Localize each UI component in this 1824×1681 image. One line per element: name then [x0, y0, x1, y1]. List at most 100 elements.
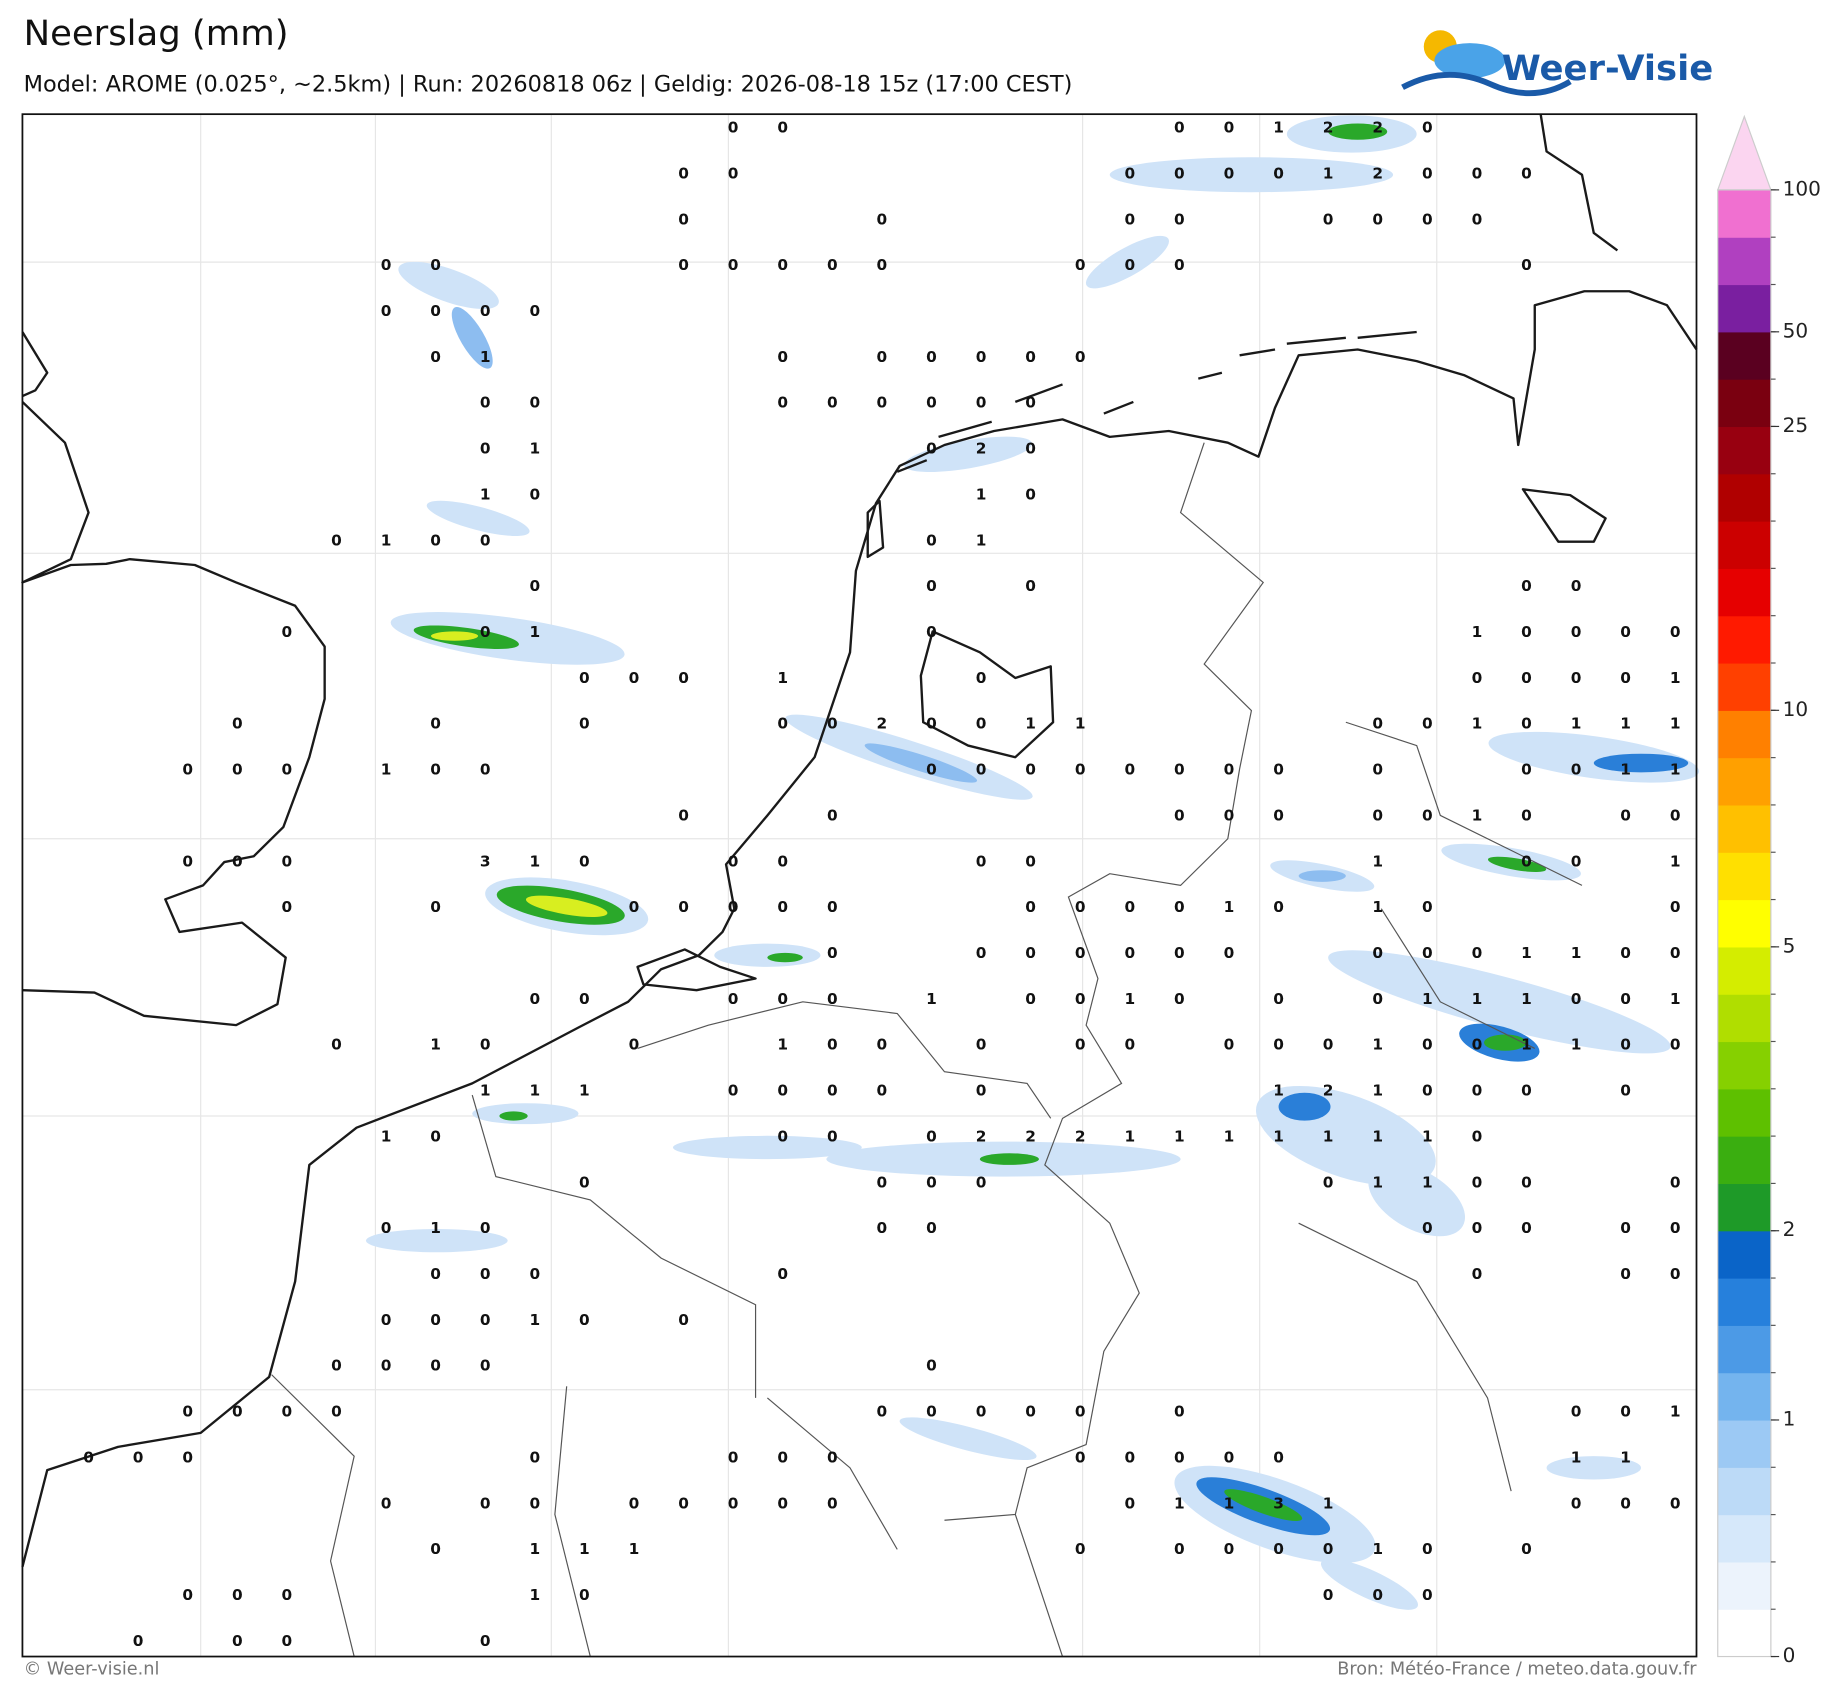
- station-value: 0: [480, 1265, 491, 1283]
- colorbar-band: [1717, 1041, 1771, 1090]
- station-value: 1: [1124, 990, 1135, 1008]
- station-value: 0: [1025, 990, 1036, 1008]
- station-value: 3: [1273, 1494, 1284, 1512]
- station-value: 0: [1323, 1540, 1334, 1558]
- station-value: 0: [1620, 1494, 1631, 1512]
- station-value: 0: [1422, 1219, 1433, 1237]
- station-value: 0: [728, 165, 739, 183]
- colorbar-band: [1717, 379, 1771, 428]
- station-value: 0: [777, 990, 788, 1008]
- station-value: 0: [1372, 990, 1383, 1008]
- station-value: 0: [926, 1357, 937, 1375]
- station-value: 0: [678, 669, 689, 687]
- station-value: 1: [1571, 1036, 1582, 1054]
- station-value: 0: [232, 715, 243, 733]
- station-value: 0: [777, 1265, 788, 1283]
- station-value: 0: [529, 1449, 540, 1467]
- station-value: 0: [1521, 807, 1532, 825]
- station-value: 0: [430, 1128, 441, 1146]
- station-value: 1: [1224, 1128, 1235, 1146]
- station-value: 1: [1670, 669, 1681, 687]
- station-value: 0: [1472, 1082, 1483, 1100]
- station-value: 0: [728, 990, 739, 1008]
- station-value: 0: [1521, 165, 1532, 183]
- station-value: 0: [1075, 1449, 1086, 1467]
- station-value: 0: [1422, 210, 1433, 228]
- station-value: 0: [381, 1357, 392, 1375]
- colorbar-band: [1717, 662, 1771, 711]
- station-value: 0: [1472, 1173, 1483, 1191]
- station-value: 0: [1521, 256, 1532, 274]
- station-value: 0: [1025, 852, 1036, 870]
- station-value: 1: [381, 531, 392, 549]
- station-value: 0: [1224, 165, 1235, 183]
- colorbar-tick-label: 5: [1783, 934, 1796, 957]
- station-value: 1: [1224, 1494, 1235, 1512]
- station-value: 1: [529, 852, 540, 870]
- station-value: 1: [529, 440, 540, 458]
- station-value: 0: [1372, 1586, 1383, 1604]
- station-value: 0: [1422, 1082, 1433, 1100]
- station-value: 0: [480, 531, 491, 549]
- station-value: 0: [1521, 577, 1532, 595]
- station-value: 0: [877, 1173, 888, 1191]
- station-value: 0: [827, 394, 838, 412]
- station-value: 1: [529, 1540, 540, 1558]
- station-value: 0: [579, 1586, 590, 1604]
- rain-area: [899, 1417, 1037, 1460]
- station-value: 1: [1472, 990, 1483, 1008]
- station-value: 0: [976, 1173, 987, 1191]
- copyright: © Weer-visie.nl: [24, 1659, 160, 1679]
- colorbar-band: [1717, 994, 1771, 1043]
- station-value: 0: [1224, 1036, 1235, 1054]
- station-value: 1: [1620, 715, 1631, 733]
- station-value: 0: [381, 256, 392, 274]
- station-value: 0: [926, 394, 937, 412]
- colorbar-band: [1717, 1278, 1771, 1326]
- colorbar-band: [1717, 1372, 1771, 1421]
- station-value: 0: [728, 852, 739, 870]
- station-value: 1: [1670, 761, 1681, 779]
- station-value: 0: [1571, 852, 1582, 870]
- station-value: 0: [1124, 944, 1135, 962]
- station-value: 0: [629, 1036, 640, 1054]
- station-value: 0: [1075, 944, 1086, 962]
- colorbar-band: [1717, 757, 1771, 806]
- rain-area: [1278, 1092, 1331, 1121]
- station-value: 0: [480, 1311, 491, 1329]
- station-value: 1: [1372, 898, 1383, 916]
- station-value: 0: [381, 1311, 392, 1329]
- station-value: 2: [976, 1128, 987, 1146]
- station-value: 0: [1174, 210, 1185, 228]
- rain-area: [1298, 870, 1346, 882]
- rain-area: [767, 952, 803, 963]
- station-value: 0: [1025, 486, 1036, 504]
- station-value: 1: [1521, 990, 1532, 1008]
- station-value: 1: [1372, 852, 1383, 870]
- colorbar-band: [1717, 1609, 1771, 1658]
- station-value: 1: [1224, 898, 1235, 916]
- station-value: 0: [1174, 165, 1185, 183]
- station-value: 0: [728, 256, 739, 274]
- station-value: 1: [976, 531, 987, 549]
- station-value: 2: [1372, 165, 1383, 183]
- station-value: 0: [1224, 761, 1235, 779]
- station-value: 0: [480, 1357, 491, 1375]
- station-value: 0: [1025, 348, 1036, 366]
- precipitation: [365, 115, 1700, 1610]
- station-value: 0: [1372, 807, 1383, 825]
- station-value: 1: [1521, 944, 1532, 962]
- station-value: 0: [232, 1586, 243, 1604]
- station-values: 0 0 0 0 1 2 2 0 0 0 0 0 0 0 1 2 0 0 0 0 0 0 0 0 0 0 0 0 0 0 0 0 0 0 0 0 0 0 0 0…: [83, 119, 1680, 1650]
- station-value: 0: [1224, 1540, 1235, 1558]
- station-value: 1: [1323, 165, 1334, 183]
- colorbar-band: [1717, 1088, 1771, 1137]
- station-value: 0: [1571, 1403, 1582, 1421]
- station-value: 0: [777, 119, 788, 137]
- station-value: 0: [381, 1494, 392, 1512]
- station-value: 1: [1323, 1494, 1334, 1512]
- station-value: 0: [1273, 990, 1284, 1008]
- station-value: 0: [331, 1403, 342, 1421]
- rain-area: [525, 895, 608, 918]
- station-value: 1: [529, 1311, 540, 1329]
